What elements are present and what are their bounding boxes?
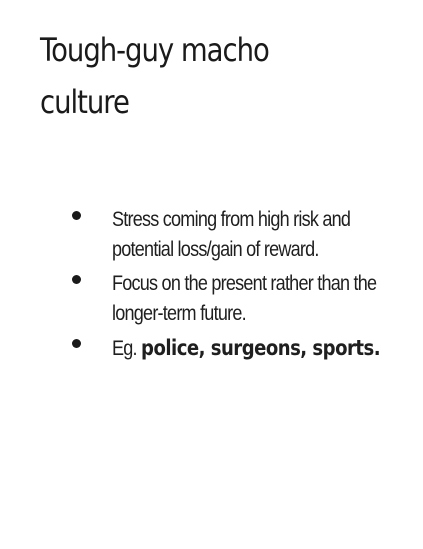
title-line-1: Tough-guy macho [40, 31, 270, 69]
bullet-text-examples: Eg. police, surgeons, sports. [112, 333, 396, 364]
examples-list: police, surgeons, sports. [141, 336, 381, 360]
bullet-dot-icon [72, 211, 81, 220]
bullet-text-stress: Stress coming from high risk and potenti… [112, 208, 351, 261]
bullet-item-examples: Eg. police, surgeons, sports. [68, 333, 413, 364]
bullet-dot-icon [72, 275, 81, 284]
bullet-item-focus: Focus on the present rather than the lon… [68, 269, 413, 329]
bullet-text-focus: Focus on the present rather than the lon… [112, 272, 377, 325]
title-line-2: culture [40, 83, 130, 121]
bullet-list: Stress coming from high risk and potenti… [68, 205, 413, 368]
slide-title: Tough-guy macho culture [40, 24, 350, 128]
examples-prefix: Eg. [112, 337, 142, 360]
bullet-dot-icon [72, 339, 81, 348]
bullet-item-stress: Stress coming from high risk and potenti… [68, 205, 413, 265]
